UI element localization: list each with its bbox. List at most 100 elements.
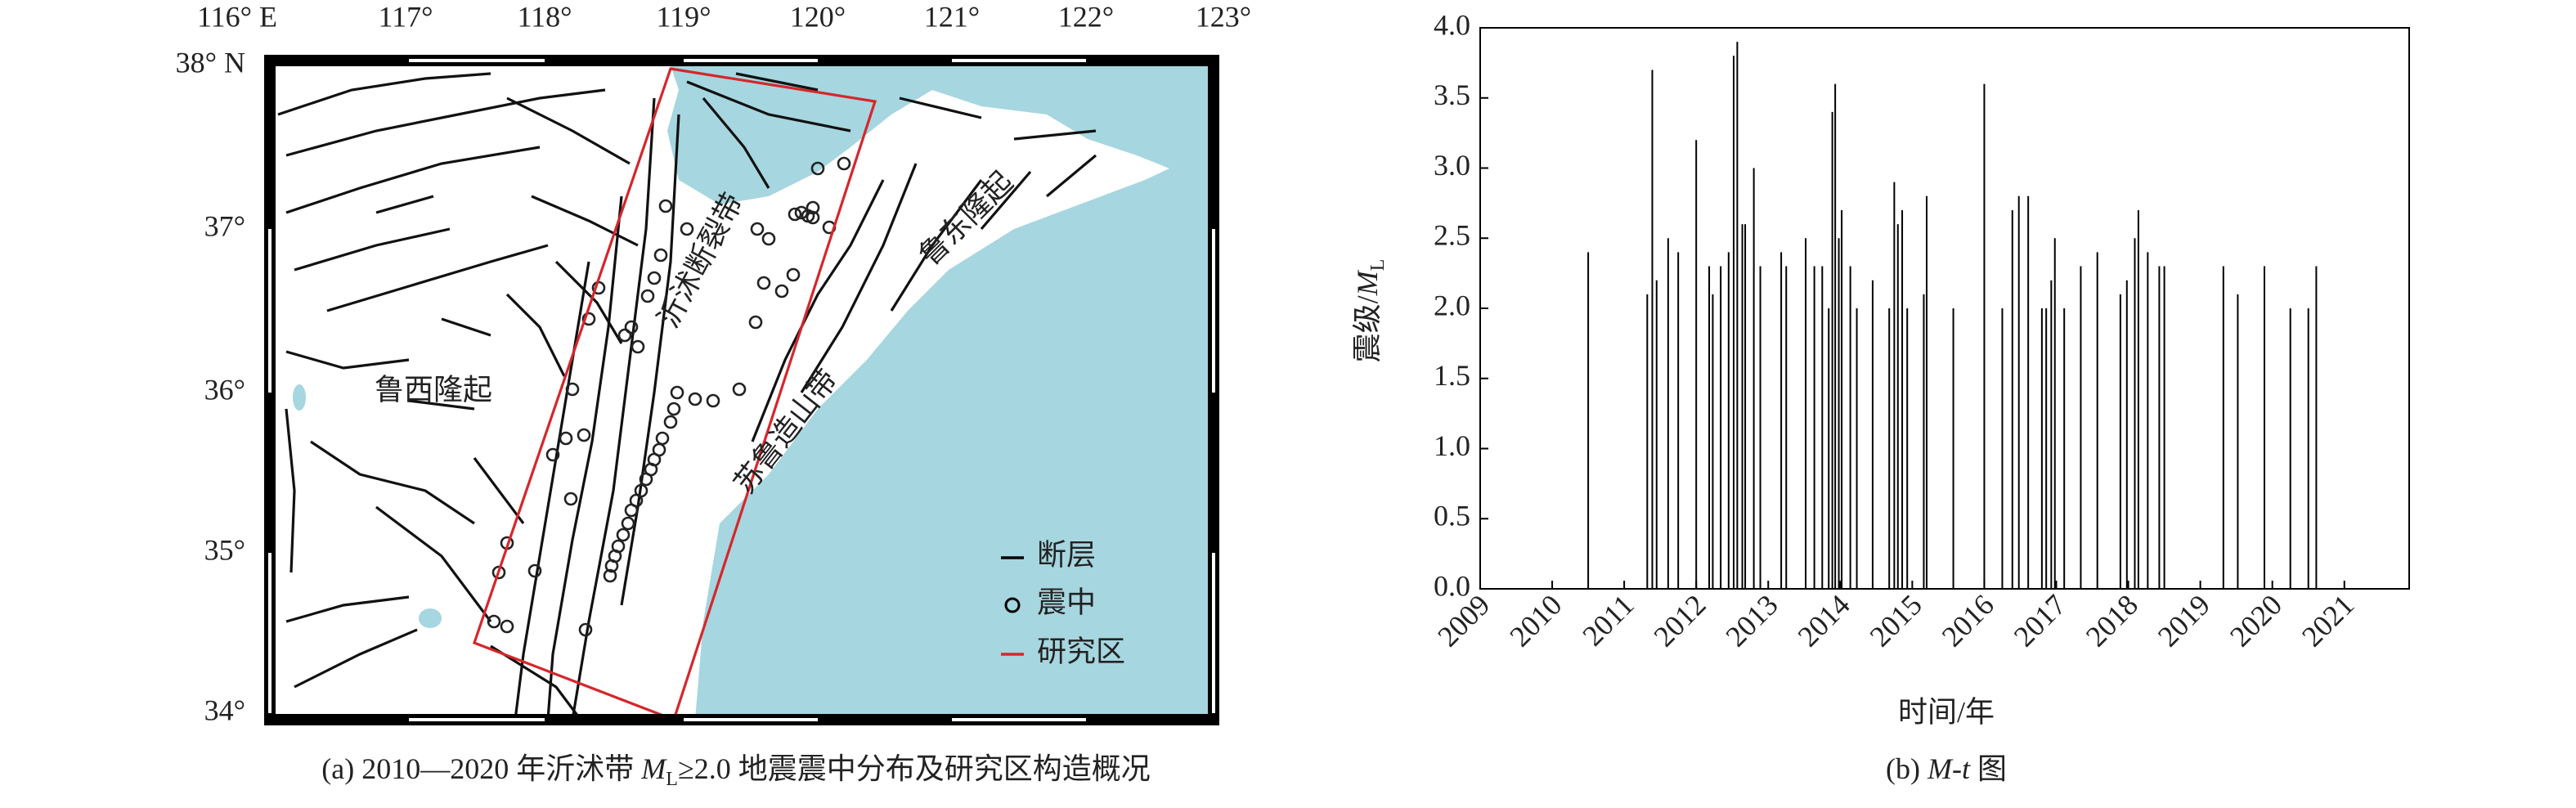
epicenter <box>617 328 632 343</box>
epicenter <box>545 447 560 462</box>
epicenter <box>748 315 763 330</box>
fault <box>310 440 475 525</box>
fault <box>1045 154 1097 198</box>
y-tick-label: 1.5 <box>1434 359 1470 392</box>
fault <box>546 195 623 720</box>
y-tick-label: 2.5 <box>1434 219 1470 252</box>
epicenter <box>604 559 619 573</box>
frame-ticks <box>268 59 1215 721</box>
legend-label: 断层 <box>1037 538 1096 571</box>
x-tick-label: 2020 <box>2224 588 2288 653</box>
x-tick-label: 2012 <box>1647 588 1712 653</box>
epicenter <box>756 276 771 290</box>
epicenter <box>639 472 653 487</box>
fault <box>702 97 770 189</box>
fault <box>554 260 623 344</box>
x-tick-label: 2017 <box>2008 588 2072 653</box>
lon-label: 117° <box>378 0 433 33</box>
map: 116° E 117° 118° 119° 120° 121° 122° 123° 38° N 3… <box>176 0 1252 789</box>
caption-part: ≥2.0 地震震中分布及研究区构造概况 <box>678 752 1151 785</box>
caption-part: 图 <box>1970 752 2007 785</box>
y-tick-label: 0.0 <box>1434 569 1470 602</box>
fault <box>514 261 590 720</box>
legend-label: 震中 <box>1037 586 1096 618</box>
x-tick-label: 2021 <box>2296 588 2360 653</box>
epicenter <box>616 527 631 542</box>
caption-a: (a) 2010—2020 年沂沭带 ML≥2.0 地震震中分布及研究区构造概况 <box>321 752 1150 789</box>
lon-label: 119° <box>656 0 711 33</box>
fault <box>326 244 549 312</box>
epicenter <box>688 392 702 406</box>
epicenter <box>581 312 596 326</box>
y-title-part: M <box>1351 269 1384 296</box>
fault <box>490 644 582 720</box>
epicenter <box>624 503 639 518</box>
fault <box>899 97 982 119</box>
lat-label: 35° <box>204 533 245 566</box>
epicenter <box>603 568 617 583</box>
y-tick-label: 1.0 <box>1434 429 1470 462</box>
fault <box>375 505 492 622</box>
fault <box>686 80 851 132</box>
lon-label: 121° <box>924 0 980 33</box>
legend-epicenter <box>1004 597 1021 613</box>
epicenters <box>487 156 851 637</box>
caption-b: (b) M-t 图 <box>1886 752 2007 785</box>
epicenter <box>761 231 776 246</box>
y-tick-label: 3.0 <box>1434 149 1470 182</box>
epicenter <box>788 207 802 222</box>
epicenter <box>658 199 673 213</box>
fault <box>531 195 639 247</box>
fault <box>890 179 983 312</box>
lat-label: 36° <box>204 373 245 406</box>
y-tick-label: 0.5 <box>1434 500 1470 532</box>
lon-label: 118° <box>517 0 572 33</box>
epicenter <box>559 431 573 446</box>
caption-part: L <box>666 769 678 790</box>
x-tick-label: 2019 <box>2152 588 2216 653</box>
fault <box>277 72 491 116</box>
caption-part: M <box>640 752 667 785</box>
epicenter <box>837 156 851 171</box>
lat-label: 34° <box>204 694 245 726</box>
epicenter <box>578 622 593 637</box>
epicenter <box>653 248 668 263</box>
x-tick-label: 2015 <box>1864 588 1928 653</box>
fault <box>505 293 566 377</box>
y-tick-label: 2.0 <box>1434 289 1470 321</box>
fault <box>285 88 606 157</box>
fault <box>506 97 631 165</box>
epicenter <box>487 614 501 629</box>
lake <box>419 608 442 628</box>
sea <box>667 65 1214 720</box>
epicenter <box>680 222 694 236</box>
caption-part: M-t <box>1927 752 1971 785</box>
lake <box>293 384 306 411</box>
lon-label: 120° <box>790 0 846 33</box>
epicenter <box>527 563 542 578</box>
fault <box>473 457 525 524</box>
fault <box>285 146 541 214</box>
epicenter <box>786 267 801 282</box>
epicenter <box>666 402 681 416</box>
epicenter <box>565 382 580 397</box>
faults <box>277 72 1097 720</box>
epicenter <box>631 339 645 354</box>
caption-part: (a) 2010—2020 年沂沭带 <box>321 752 641 785</box>
fault <box>294 628 418 689</box>
fault <box>1013 129 1097 141</box>
fault <box>285 408 296 573</box>
fault <box>285 350 410 370</box>
epicenter <box>640 289 655 303</box>
lat-label: 37° <box>204 209 245 242</box>
lon-label: 116° E <box>197 0 277 33</box>
epicenter <box>774 284 789 299</box>
epicenter <box>732 382 747 397</box>
y-title-part: L <box>1367 259 1389 272</box>
fault <box>441 317 491 337</box>
lat-label: 38° N <box>176 46 245 79</box>
fault <box>735 72 819 92</box>
plot-frame <box>1479 27 2410 590</box>
epicenter <box>647 271 662 285</box>
